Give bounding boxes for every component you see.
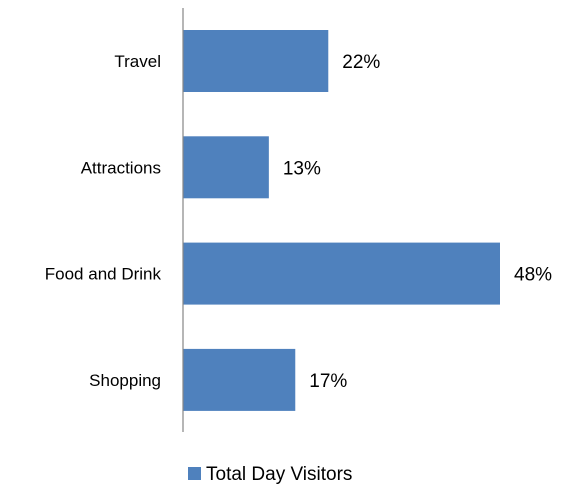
labels-layer: Travel 22% Attractions 13% Food and Drink 48%…: [45, 52, 552, 392]
category-label-food-and-drink: Food and Drink: [45, 265, 162, 284]
legend-label: Total Day Visitors: [206, 464, 352, 485]
bar-travel: [183, 30, 329, 92]
legend: Total Day Visitors: [188, 464, 352, 485]
legend-swatch: [188, 467, 201, 480]
value-label-travel: 22%: [342, 52, 380, 73]
bar-food-and-drink: [183, 242, 500, 305]
value-label-attractions: 13%: [283, 158, 321, 179]
value-label-food-and-drink: 48%: [514, 265, 552, 286]
bar-shopping: [183, 348, 296, 411]
category-label-travel: Travel: [114, 52, 161, 71]
value-label-shopping: 17%: [309, 371, 347, 392]
bars-layer: [183, 30, 500, 411]
category-label-attractions: Attractions: [81, 158, 161, 177]
category-label-shopping: Shopping: [89, 371, 161, 390]
bar-attractions: [183, 136, 269, 199]
